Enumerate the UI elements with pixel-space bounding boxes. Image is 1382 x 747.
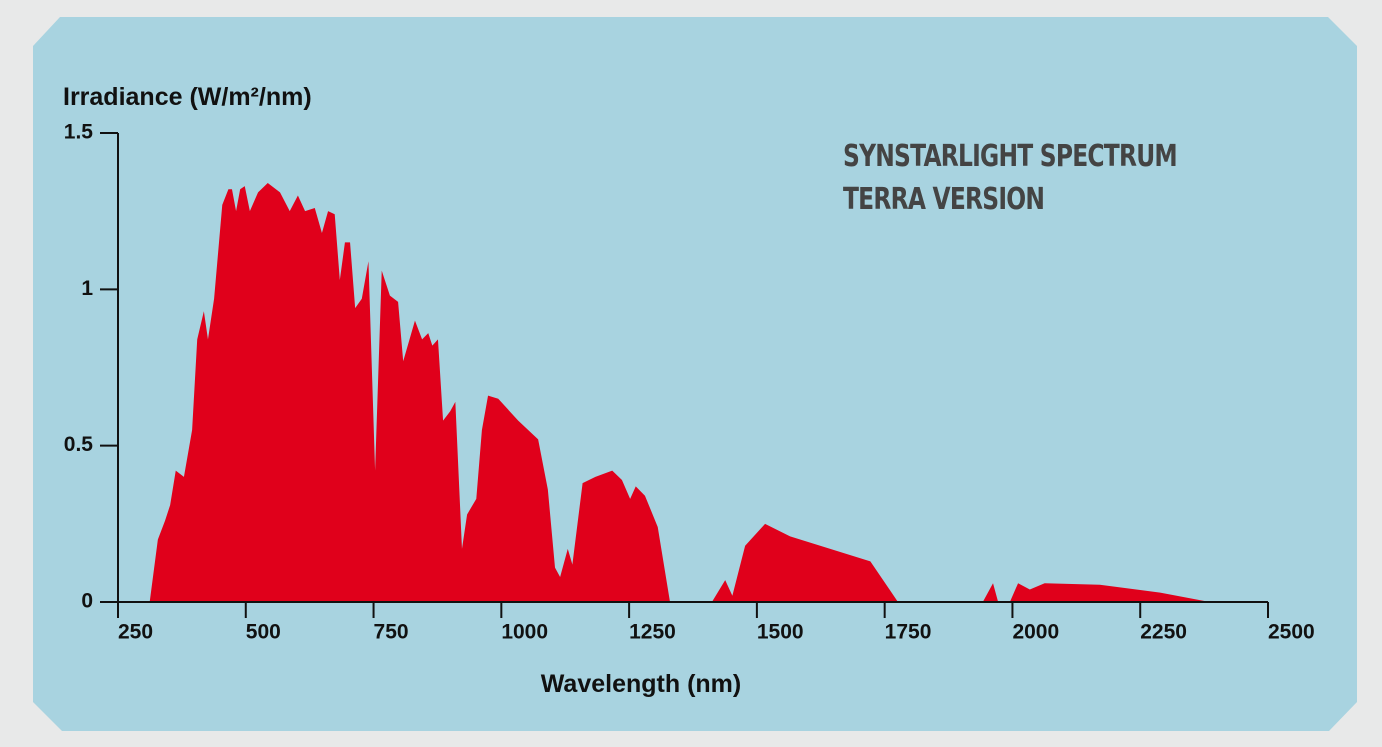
annotations: SYNSTARLIGHT SPECTRUM TERRA VERSION: [843, 139, 1178, 217]
area: [149, 183, 1210, 602]
x-tick-label: 2500: [1268, 621, 1315, 644]
x-tick-label: 250: [118, 621, 153, 644]
x-axis-label: Wavelength (nm): [541, 670, 741, 698]
x-tick-label: 1500: [757, 621, 804, 644]
x-tick-label: 2250: [1140, 621, 1187, 644]
annotation: TERRA VERSION: [843, 182, 1044, 217]
annotation: SYNSTARLIGHT SPECTRUM: [843, 139, 1177, 174]
y-axis-label: Irradiance (W/m²/nm): [63, 83, 312, 111]
y-tick-label: 0.5: [64, 433, 94, 456]
x-tick-label: 2000: [1012, 621, 1059, 644]
x-tick-label: 500: [246, 621, 281, 644]
y-tick-label: 0: [81, 590, 93, 613]
x-tick-label: 1250: [629, 621, 676, 644]
y-tick-label: 1.5: [64, 121, 94, 144]
x-tick-label: 1000: [501, 621, 548, 644]
x-tick-label: 750: [374, 621, 409, 644]
x-tick-label: 1750: [885, 621, 932, 644]
y-tick-label: 1: [81, 277, 93, 300]
